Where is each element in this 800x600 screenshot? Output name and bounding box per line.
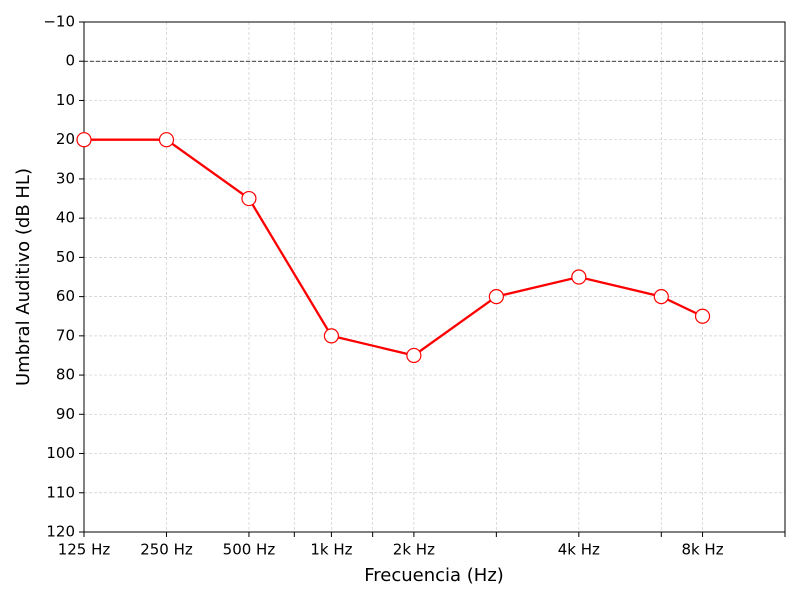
data-point: [241, 190, 257, 207]
data-point: [323, 328, 340, 344]
y-tick-label: 50: [56, 248, 75, 266]
data-point: [406, 347, 422, 364]
y-tick-label: 80: [56, 366, 75, 384]
data-point: [76, 132, 92, 148]
y-tick-label: −10: [43, 13, 75, 31]
x-tick-label: 1k Hz: [310, 541, 352, 559]
data-point: [158, 132, 175, 148]
x-tick-label: 4k Hz: [558, 541, 600, 559]
series-line: [84, 138, 704, 357]
x-tick-label: 250 Hz: [140, 541, 193, 559]
y-tick-label: 100: [46, 444, 75, 462]
y-tick-label: 20: [56, 130, 75, 148]
data-point: [694, 308, 711, 324]
y-tick-label: 60: [56, 287, 75, 305]
y-tick-label: 0: [65, 52, 75, 70]
x-axis-label: Frecuencia (Hz): [364, 565, 504, 586]
x-tick-label: 500 Hz: [223, 541, 276, 559]
data-point: [571, 269, 587, 285]
y-tick-label: 120: [46, 523, 75, 541]
x-tick-label: 8k Hz: [681, 541, 723, 559]
x-tick-label: 125 Hz: [58, 541, 111, 559]
plot-frame: [83, 21, 786, 533]
y-tick-label: 90: [56, 405, 75, 423]
data-point: [488, 289, 504, 305]
y-tick-label: 30: [56, 169, 75, 187]
y-tick-label: 40: [56, 209, 75, 227]
data-point: [653, 289, 669, 305]
y-tick-label: 10: [56, 91, 75, 109]
y-tick-label: 70: [56, 326, 75, 344]
x-tick-label: 2k Hz: [393, 541, 435, 559]
y-tick-label: 110: [46, 483, 75, 501]
y-axis-label: Umbral Auditivo (dB HL): [13, 168, 34, 386]
